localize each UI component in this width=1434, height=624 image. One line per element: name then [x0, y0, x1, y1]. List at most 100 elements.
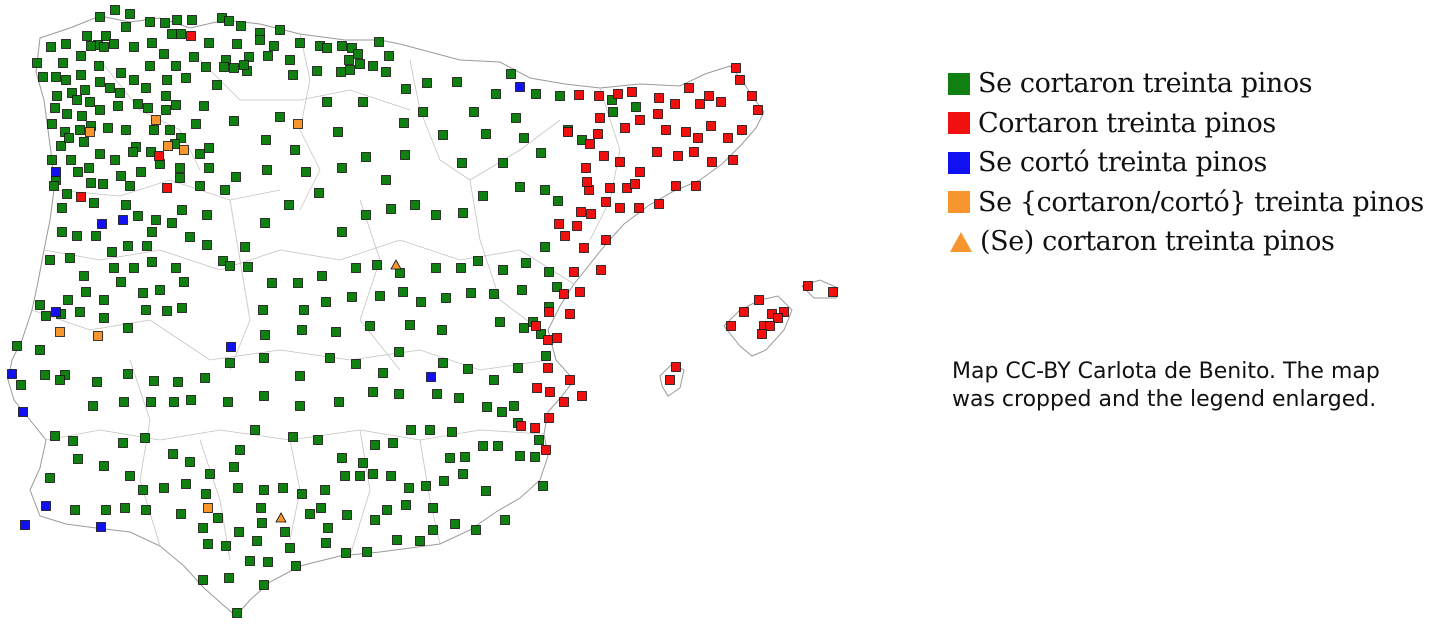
se-cortaron-marker: [325, 353, 335, 363]
se-cortaron-marker: [176, 29, 186, 39]
cortaron-marker: [704, 91, 714, 101]
se-cortaron-marker: [392, 535, 402, 545]
se-cortaron-marker: [176, 133, 186, 143]
se-cortaron-marker: [388, 438, 398, 448]
se-cortaron-marker: [491, 89, 501, 99]
se-cortaron-marker: [88, 401, 98, 411]
se-cortaron-marker: [252, 536, 262, 546]
se-cortaron-marker: [103, 123, 113, 133]
se-cortaron-marker: [105, 83, 115, 93]
se-cortaron-marker: [203, 539, 213, 549]
optional-se-triangle-marker: [275, 512, 287, 523]
cortaron-marker: [582, 177, 592, 187]
se-corto-marker: [226, 342, 236, 352]
se-cortaron-marker: [555, 91, 565, 101]
cortaron-marker: [670, 99, 680, 109]
cortaron-marker: [706, 121, 716, 131]
se-cortaron-marker: [89, 198, 99, 208]
se-cortaron-marker: [167, 29, 177, 39]
se-cortaron-marker: [138, 288, 148, 298]
se-cortaron-marker: [431, 263, 441, 273]
se-cortaron-marker: [95, 149, 105, 159]
cortaron-marker: [585, 139, 595, 149]
se-cortaron-marker: [80, 85, 90, 95]
se-cortaron-marker: [171, 61, 181, 71]
se-cortaron-marker: [473, 256, 483, 266]
se-cortaron-marker: [260, 218, 270, 228]
cortaron-marker: [635, 167, 645, 177]
se-cortaron-marker: [159, 49, 169, 59]
cortaron-marker: [154, 151, 164, 161]
legend-label: Se {cortaron/cortó} treinta pinos: [978, 186, 1424, 218]
se-cortaron-marker: [57, 227, 67, 237]
se-cortaron-marker: [160, 18, 170, 28]
se-corto-marker: [51, 167, 61, 177]
se-cortaron-marker: [552, 282, 562, 292]
cortaron-marker: [552, 333, 562, 343]
se-cortaron-marker: [67, 88, 77, 98]
se-cortaron-marker: [337, 41, 347, 51]
se-cortaron-marker: [151, 215, 161, 225]
se-cortaron-marker: [368, 61, 378, 71]
se-cortaron-marker: [243, 262, 253, 272]
se-cortaron-marker: [146, 397, 156, 407]
se-cortaron-marker: [386, 204, 396, 214]
cortaron-marker: [673, 151, 683, 161]
se-cortaron-marker: [167, 218, 177, 228]
se-cortaron-marker: [275, 112, 285, 122]
cortaron-marker: [716, 97, 726, 107]
cortaron-marker: [634, 203, 644, 213]
se-cortaron-marker: [76, 70, 86, 80]
se-cortaron-marker: [200, 373, 210, 383]
se-cortaron-marker: [406, 425, 416, 435]
cortaron-marker: [577, 391, 587, 401]
se-cortaron-marker: [278, 483, 288, 493]
se-cortaron-marker: [500, 515, 510, 525]
se-cortaron-marker: [113, 101, 123, 111]
se-cortaron-marker: [313, 435, 323, 445]
cortaron-marker: [586, 209, 596, 219]
optional-se-triangle-marker: [390, 259, 402, 270]
cortaron-marker: [559, 397, 569, 407]
se-corto-marker: [51, 307, 61, 317]
se-corto-marker: [20, 520, 30, 530]
se-cortaron-marker: [191, 119, 201, 129]
cortaron-marker: [765, 321, 775, 331]
se-cortaron-marker: [133, 99, 143, 109]
se-cortaron-marker: [181, 73, 191, 83]
se-cortaron-marker: [495, 317, 505, 327]
se-cortaron-marker: [280, 527, 290, 537]
se-cortaron-marker: [361, 152, 371, 162]
se-mixed-marker: [93, 331, 103, 341]
se-cortaron-marker: [199, 101, 209, 111]
se-cortaron-marker: [32, 58, 42, 68]
se-cortaron-marker: [86, 41, 96, 51]
se-cortaron-marker: [147, 227, 157, 237]
se-cortaron-marker: [63, 295, 73, 305]
se-cortaron-marker: [382, 505, 392, 515]
se-cortaron-marker: [347, 43, 357, 53]
se-cortaron-marker: [497, 407, 507, 417]
se-cortaron-marker: [91, 231, 101, 241]
se-cortaron-marker: [297, 325, 307, 335]
se-cortaron-marker: [358, 97, 368, 107]
se-cortaron-marker: [378, 368, 388, 378]
se-cortaron-marker: [334, 397, 344, 407]
se-cortaron-marker: [62, 109, 72, 119]
se-cortaron-marker: [337, 453, 347, 463]
se-cortaron-marker: [288, 70, 298, 80]
green-square-icon: [948, 72, 970, 95]
se-cortaron-marker: [86, 178, 96, 188]
se-cortaron-marker: [530, 452, 540, 462]
se-cortaron-marker: [64, 133, 74, 143]
cortaron-marker: [593, 129, 603, 139]
se-cortaron-marker: [75, 125, 85, 135]
se-cortaron-marker: [145, 61, 155, 71]
se-cortaron-marker: [47, 155, 57, 165]
se-cortaron-marker: [95, 12, 105, 22]
se-cortaron-marker: [428, 525, 438, 535]
se-cortaron-marker: [119, 397, 129, 407]
se-cortaron-marker: [370, 440, 380, 450]
se-cortaron-marker: [263, 557, 273, 567]
se-cortaron-marker: [141, 305, 151, 315]
